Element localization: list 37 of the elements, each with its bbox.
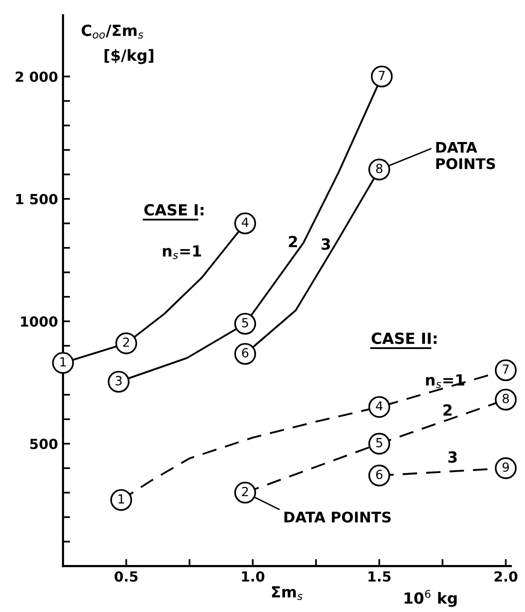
- annotation: 1: [60, 357, 66, 366]
- series-label: 3: [448, 451, 457, 463]
- series-label: 2: [242, 486, 248, 496]
- annotation: 8: [376, 164, 382, 174]
- series-label: 3: [322, 238, 330, 250]
- y-tick-label: 1 500: [16, 194, 58, 204]
- annotation: 2: [123, 338, 129, 347]
- x-axis-title: Σm$_{s}$: [272, 586, 302, 600]
- annotation: 4: [376, 401, 383, 410]
- series-label: 2: [288, 236, 297, 248]
- x-tick-label: 1.5: [368, 571, 391, 582]
- annotation: 1: [118, 494, 124, 504]
- text: 10$^{6}$ kg: [404, 590, 457, 607]
- annotation: [$/kg]: [104, 49, 154, 64]
- x-tick-label: 2.0: [494, 571, 518, 582]
- annotation: DATA POINTS: [284, 512, 391, 523]
- annotation: 4: [242, 218, 248, 227]
- y-tick-label: 1000: [21, 316, 58, 327]
- annotation: 5: [376, 438, 382, 448]
- annotation: DATA POINTS: [436, 142, 496, 170]
- y-tick-label: 2 000: [16, 71, 58, 82]
- y-axis-title: C$_{oo}$/Σm$_{s}$: [82, 24, 144, 39]
- x-tick-label: 1.0: [242, 571, 264, 582]
- annotation: 9: [502, 462, 509, 472]
- annotation: 7: [378, 70, 385, 80]
- annotation: 2: [443, 404, 452, 416]
- annotation: 6: [376, 470, 382, 480]
- annotation: 5: [242, 318, 248, 328]
- annotation: 3: [116, 376, 122, 386]
- annotation: CASE II:: [372, 332, 436, 344]
- annotation: 6: [242, 348, 248, 358]
- annotation: 7: [502, 364, 509, 374]
- x-tick-label: 0.5: [114, 571, 138, 582]
- series-label: n$_{s}$=1: [162, 245, 202, 260]
- y-tick-label: 500: [30, 438, 58, 450]
- annotation: 8: [502, 394, 509, 404]
- annotation: CASE I:: [144, 204, 204, 216]
